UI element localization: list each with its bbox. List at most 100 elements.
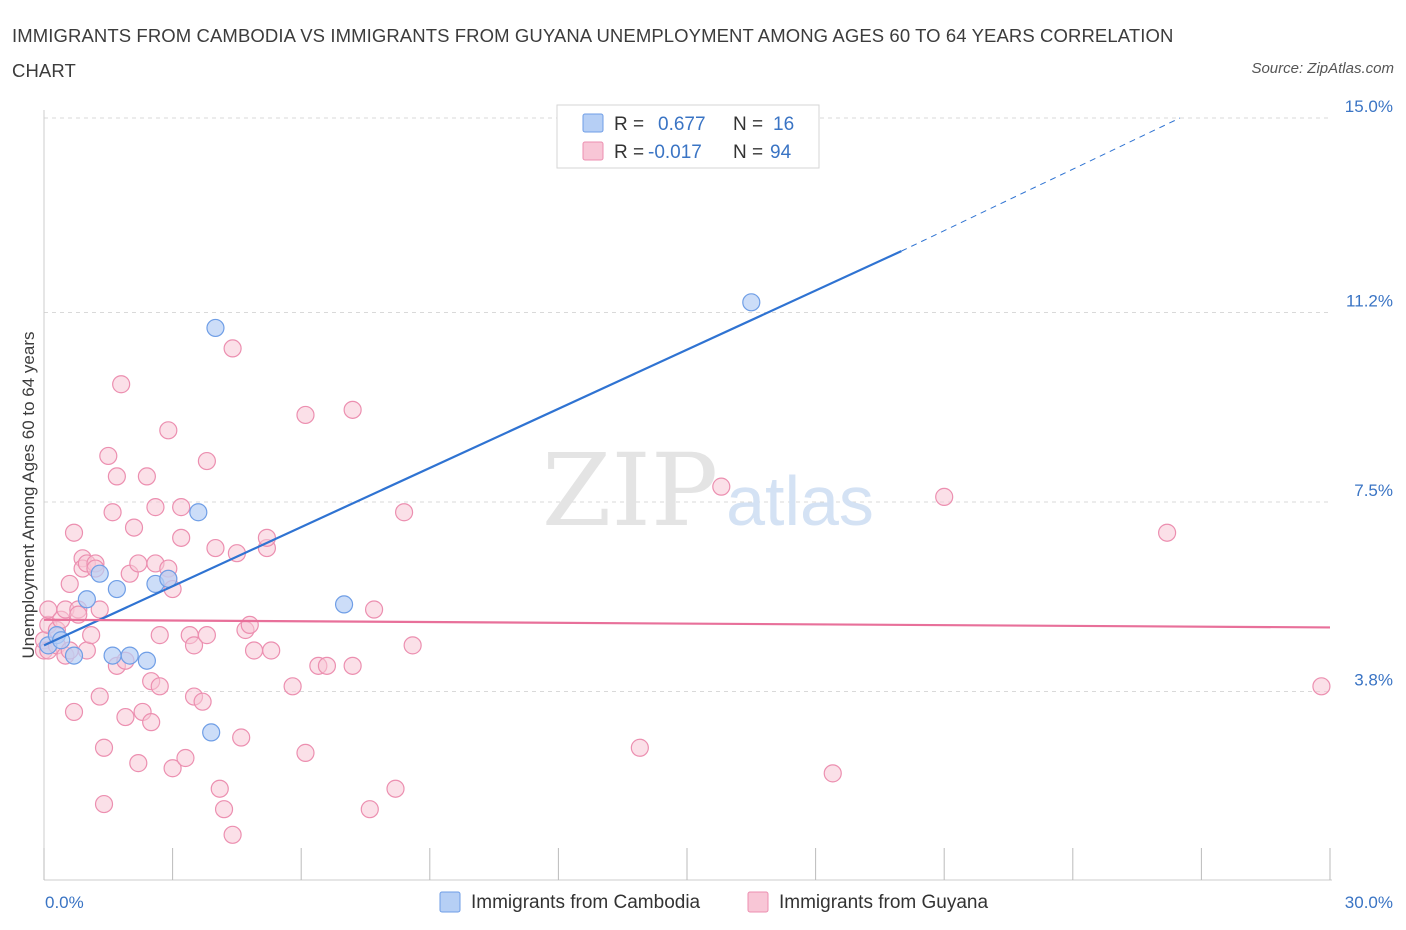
guyana-point: [172, 498, 191, 517]
cambodia-point: [137, 651, 156, 670]
guyana-point: [394, 503, 414, 522]
cambodia-point: [334, 595, 354, 614]
cambodia-point: [202, 723, 221, 742]
guyana-point: [1158, 523, 1177, 542]
x-axis-ticks: [43, 848, 1331, 880]
guyana-point: [712, 477, 731, 496]
guyana-point: [64, 702, 84, 722]
cambodia-trend-extension: [901, 117, 1181, 252]
bottom-legend-swatch-cambodia: [439, 891, 461, 913]
guyana-point: [232, 728, 251, 747]
watermark-atlas: atlas: [726, 462, 874, 540]
gridlines: [44, 117, 1330, 692]
guyana-point: [283, 677, 302, 696]
y-tick-label: 7.5%: [1354, 481, 1393, 500]
guyana-point: [163, 759, 182, 778]
legend-n-value-guyana: 94: [770, 142, 792, 163]
legend-r-label-cambodia: R =: [614, 114, 644, 135]
guyana-point: [197, 451, 216, 471]
legend-n-label-guyana: N =: [733, 142, 763, 163]
cambodia-point: [77, 590, 96, 609]
guyana-point: [343, 400, 362, 419]
guyana-point: [240, 615, 259, 634]
guyana-point: [124, 518, 144, 537]
guyana-point: [129, 554, 148, 573]
guyana-point: [343, 656, 362, 675]
cambodia-point: [107, 579, 126, 599]
correlation-legend: R = 0.677 N = 16 R = -0.017 N = 94: [556, 104, 820, 169]
y-axis-label: Unemployment Among Ages 60 to 64 years: [19, 332, 38, 659]
cambodia-point: [189, 503, 208, 522]
guyana-point: [206, 538, 225, 558]
legend-swatch-cambodia: [582, 113, 604, 133]
guyana-point: [82, 626, 101, 645]
guyana-point: [137, 467, 156, 486]
guyana-point: [64, 523, 84, 542]
guyana-point: [317, 656, 337, 675]
guyana-point: [99, 446, 118, 466]
guyana-point: [116, 707, 135, 727]
guyana-points: [34, 339, 1331, 844]
legend-swatch-guyana: [582, 141, 604, 161]
guyana-point: [60, 574, 79, 594]
guyana-point: [94, 738, 114, 757]
cambodia-points: [39, 293, 761, 742]
trend-lines: [43, 117, 1331, 647]
guyana-point: [90, 600, 109, 619]
guyana-point: [150, 677, 169, 696]
guyana-point: [223, 825, 242, 844]
guyana-point: [94, 794, 114, 814]
guyana-point: [90, 687, 109, 706]
guyana-point: [386, 779, 405, 798]
guyana-point: [193, 692, 212, 711]
bottom-legend-swatch-guyana: [747, 891, 769, 913]
guyana-point: [262, 641, 281, 660]
guyana-trend-line: [43, 618, 1331, 629]
guyana-point: [150, 626, 169, 645]
guyana-point: [823, 764, 842, 783]
y-tick-label: 11.2%: [1346, 292, 1393, 311]
guyana-point: [223, 339, 242, 358]
guyana-point: [197, 626, 216, 645]
y-tick-label: 3.8%: [1354, 670, 1393, 689]
cambodia-trend-line: [43, 250, 902, 647]
x-tick-labels: 0.0% 30.0%: [45, 893, 1393, 912]
guyana-point: [296, 743, 315, 762]
guyana-point: [360, 800, 379, 819]
source-label: Source: ZipAtlas.com: [1251, 60, 1394, 77]
guyana-point: [103, 503, 122, 522]
guyana-point: [129, 754, 148, 773]
legend-n-value-cambodia: 16: [773, 114, 794, 135]
bottom-legend-label-guyana: Immigrants from Guyana: [779, 892, 988, 913]
cambodia-point: [120, 646, 139, 665]
x-tick-label: 30.0%: [1345, 893, 1393, 912]
series-legend: Immigrants from Cambodia Immigrants from…: [439, 891, 988, 913]
watermark: ZIP atlas: [542, 432, 874, 549]
guyana-point: [244, 641, 264, 660]
guyana-point: [107, 467, 126, 486]
guyana-point: [296, 405, 315, 425]
y-tick-labels: 3.8% 7.5% 11.2% 15.0%: [1345, 97, 1393, 689]
legend-r-label-guyana: R =: [614, 142, 644, 163]
cambodia-point: [206, 318, 225, 338]
guyana-point: [210, 779, 229, 798]
guyana-point: [146, 498, 165, 517]
y-tick-label: 15.0%: [1345, 97, 1393, 116]
guyana-point: [1312, 677, 1331, 696]
watermark-zip: ZIP: [542, 432, 718, 549]
guyana-point: [172, 528, 191, 547]
guyana-point: [935, 487, 954, 506]
cambodia-point: [742, 293, 761, 312]
guyana-point: [184, 636, 204, 655]
cambodia-point: [64, 646, 84, 665]
legend-r-value-guyana: -0.017: [648, 142, 702, 163]
guyana-point: [112, 375, 131, 394]
guyana-point: [159, 421, 178, 440]
legend-n-label-cambodia: N =: [733, 114, 763, 135]
bottom-legend-label-cambodia: Immigrants from Cambodia: [471, 892, 701, 913]
guyana-point: [142, 713, 161, 732]
guyana-point: [176, 748, 195, 768]
guyana-point: [214, 800, 234, 819]
guyana-point: [364, 600, 384, 619]
